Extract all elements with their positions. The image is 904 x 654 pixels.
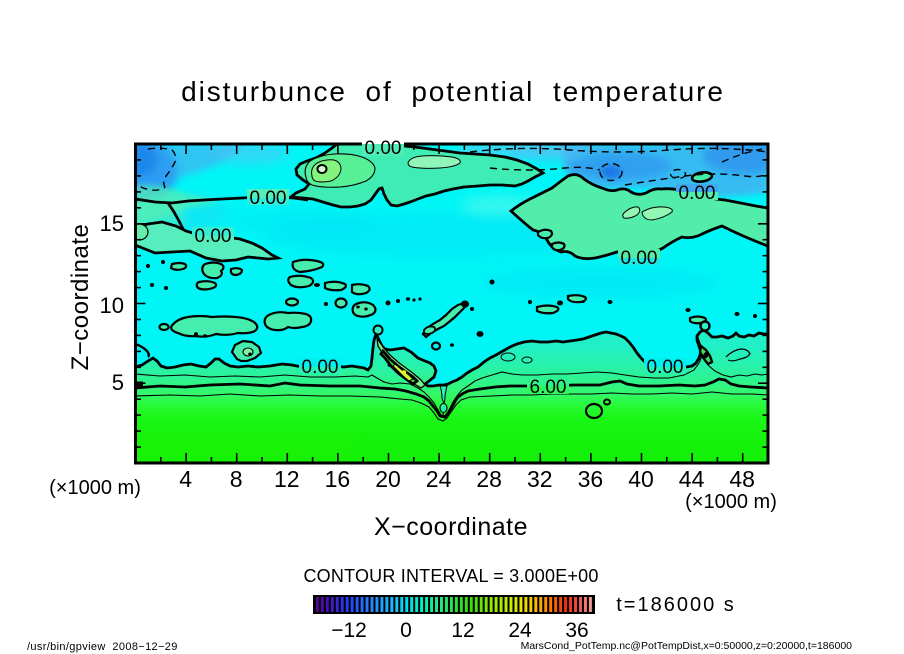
svg-text:48: 48 [729, 466, 755, 492]
svg-text:40: 40 [628, 466, 654, 492]
svg-text:24: 24 [508, 619, 532, 642]
svg-text:X−coordinate: X−coordinate [374, 513, 528, 541]
svg-text:/usr/bin/gpview 2008−12−29: /usr/bin/gpview 2008−12−29 [27, 641, 178, 653]
svg-text:24: 24 [426, 466, 452, 492]
svg-text:MarsCond_PotTemp.nc@PotTempDis: MarsCond_PotTemp.nc@PotTempDist,x=0:5000… [521, 640, 853, 652]
svg-text:t=186000 s: t=186000 s [616, 594, 736, 616]
svg-text:32: 32 [527, 466, 553, 492]
svg-text:8: 8 [230, 466, 243, 492]
svg-text:0.00: 0.00 [365, 138, 402, 159]
svg-text:Z−coordinate: Z−coordinate [67, 224, 94, 371]
svg-text:36: 36 [565, 619, 588, 642]
svg-text:6.00: 6.00 [530, 377, 567, 398]
svg-text:disturbunce of potential te: disturbunce of potential temperature [181, 76, 725, 107]
svg-text:(×1000 m): (×1000 m) [685, 491, 777, 513]
svg-text:0.00: 0.00 [195, 226, 232, 247]
svg-text:0.00: 0.00 [250, 188, 287, 209]
svg-text:10: 10 [100, 293, 124, 318]
svg-text:(×1000 m): (×1000 m) [49, 477, 141, 499]
svg-text:20: 20 [375, 466, 401, 492]
svg-text:16: 16 [325, 466, 351, 492]
svg-text:0: 0 [400, 619, 412, 642]
svg-text:36: 36 [578, 466, 604, 492]
svg-text:0.00: 0.00 [302, 357, 339, 378]
svg-text:15: 15 [100, 211, 124, 236]
svg-text:0.00: 0.00 [679, 183, 716, 204]
svg-text:12: 12 [274, 466, 300, 492]
svg-text:12: 12 [451, 619, 474, 642]
svg-text:5: 5 [112, 370, 124, 395]
svg-text:0.00: 0.00 [647, 357, 684, 378]
svg-text:28: 28 [476, 466, 502, 492]
svg-text:0.00: 0.00 [621, 248, 658, 269]
svg-text:−12: −12 [331, 619, 367, 642]
svg-text:44: 44 [679, 466, 705, 492]
svg-text:4: 4 [179, 466, 192, 492]
svg-text:CONTOUR INTERVAL = 3.000E+00: CONTOUR INTERVAL = 3.000E+00 [303, 566, 598, 586]
